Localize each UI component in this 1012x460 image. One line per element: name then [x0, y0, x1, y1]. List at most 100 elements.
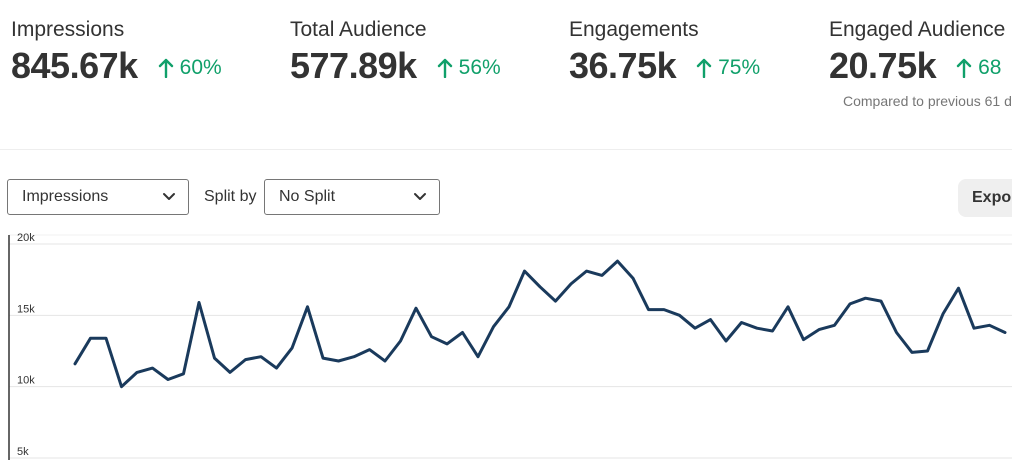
data-point[interactable]: [88, 335, 94, 341]
arrow-up-icon: [956, 58, 972, 78]
data-point[interactable]: [692, 325, 698, 331]
metric-label: Impressions: [11, 18, 125, 41]
data-point[interactable]: [847, 301, 853, 307]
metric-change: 68: [956, 56, 1001, 80]
metric-label: Engagements: [569, 18, 699, 41]
data-point[interactable]: [971, 325, 977, 331]
data-point[interactable]: [615, 258, 621, 264]
data-point[interactable]: [336, 358, 342, 364]
metric-change: 56%: [437, 56, 501, 80]
data-point[interactable]: [274, 365, 280, 371]
data-point[interactable]: [258, 354, 264, 360]
export-button-label: Expor: [972, 189, 1012, 206]
metric-select-value: Impressions: [22, 188, 109, 205]
data-point[interactable]: [444, 341, 450, 347]
split-select[interactable]: No Split: [264, 179, 440, 215]
data-point[interactable]: [956, 285, 962, 291]
data-point[interactable]: [491, 324, 497, 330]
metric-change-value: 56%: [458, 56, 501, 79]
data-point[interactable]: [150, 365, 156, 371]
metric-value: 845.67k: [11, 45, 138, 86]
data-point[interactable]: [181, 371, 187, 377]
arrow-up-icon: [158, 58, 173, 78]
data-point[interactable]: [305, 304, 311, 310]
data-point[interactable]: [909, 349, 915, 355]
data-point[interactable]: [677, 312, 683, 318]
data-point[interactable]: [289, 345, 295, 351]
data-point[interactable]: [227, 369, 233, 375]
data-point[interactable]: [460, 330, 466, 336]
data-point[interactable]: [863, 295, 869, 301]
data-point[interactable]: [367, 347, 373, 353]
data-point[interactable]: [708, 317, 714, 323]
metric-change-value: 68: [978, 56, 1002, 79]
data-point[interactable]: [475, 354, 481, 360]
data-point[interactable]: [568, 281, 574, 287]
metric-label: Engaged Audience: [829, 18, 1006, 41]
metric-change: 75%: [696, 56, 760, 80]
y-tick-label: 15k: [17, 303, 35, 315]
data-point[interactable]: [832, 322, 838, 328]
data-point[interactable]: [537, 284, 543, 290]
data-point[interactable]: [987, 322, 993, 328]
data-point[interactable]: [506, 304, 512, 310]
data-point[interactable]: [754, 325, 760, 331]
metric-select[interactable]: Impressions: [7, 179, 189, 215]
y-tick-label: 5k: [17, 446, 29, 458]
data-point[interactable]: [119, 384, 125, 390]
chevron-down-icon: [414, 193, 426, 200]
metric-change-value: 60%: [179, 56, 222, 79]
data-point[interactable]: [196, 300, 202, 306]
metric-value: 20.75k: [829, 45, 937, 86]
metric-engagements: Engagements 36.75k 75%: [569, 18, 760, 85]
arrow-up-icon: [696, 58, 712, 78]
data-point[interactable]: [646, 307, 652, 313]
data-point[interactable]: [398, 338, 404, 344]
metric-value: 577.89k: [290, 45, 417, 86]
metric-change: 60%: [158, 56, 222, 80]
data-point[interactable]: [661, 307, 667, 313]
split-select-value: No Split: [279, 188, 336, 205]
data-point[interactable]: [894, 330, 900, 336]
metric-impressions: Impressions 845.67k 60%: [11, 18, 222, 85]
data-point[interactable]: [522, 268, 528, 274]
data-point[interactable]: [1002, 330, 1008, 336]
data-point[interactable]: [243, 357, 249, 363]
data-point[interactable]: [739, 320, 745, 326]
data-point[interactable]: [816, 327, 822, 333]
metric-engaged-audience: Engaged Audience 20.75k 68: [829, 18, 1005, 85]
data-point[interactable]: [599, 272, 605, 278]
data-point[interactable]: [630, 275, 636, 281]
data-point[interactable]: [103, 335, 109, 341]
metric-change-value: 75%: [718, 56, 761, 79]
series-line-impressions: [73, 259, 1007, 389]
data-point[interactable]: [940, 311, 946, 317]
metric-value: 36.75k: [569, 45, 677, 86]
data-point[interactable]: [429, 334, 435, 340]
data-point[interactable]: [723, 338, 729, 344]
export-button[interactable]: Expor: [958, 179, 1012, 217]
data-point[interactable]: [878, 298, 884, 304]
data-point[interactable]: [413, 305, 419, 311]
comparison-note: Compared to previous 61 da: [843, 93, 1012, 109]
data-point[interactable]: [770, 328, 776, 334]
data-point[interactable]: [785, 304, 791, 310]
metric-label: Total Audience: [290, 18, 427, 41]
divider: [0, 149, 1012, 150]
y-tick-label: 20k: [17, 232, 35, 244]
data-point[interactable]: [382, 358, 388, 364]
data-point[interactable]: [212, 355, 218, 361]
impressions-line-chart: 20k 15k 10k 5k: [8, 232, 1012, 460]
data-point[interactable]: [134, 369, 140, 375]
data-point[interactable]: [72, 361, 78, 367]
split-by-label: Split by: [204, 188, 257, 205]
data-point[interactable]: [925, 348, 931, 354]
data-point[interactable]: [584, 268, 590, 274]
data-point[interactable]: [553, 298, 559, 304]
data-point[interactable]: [801, 337, 807, 343]
data-point[interactable]: [320, 355, 326, 361]
metric-total-audience: Total Audience 577.89k 56%: [290, 18, 501, 85]
data-point[interactable]: [165, 377, 171, 383]
data-point[interactable]: [351, 354, 357, 360]
arrow-up-icon: [437, 58, 452, 78]
